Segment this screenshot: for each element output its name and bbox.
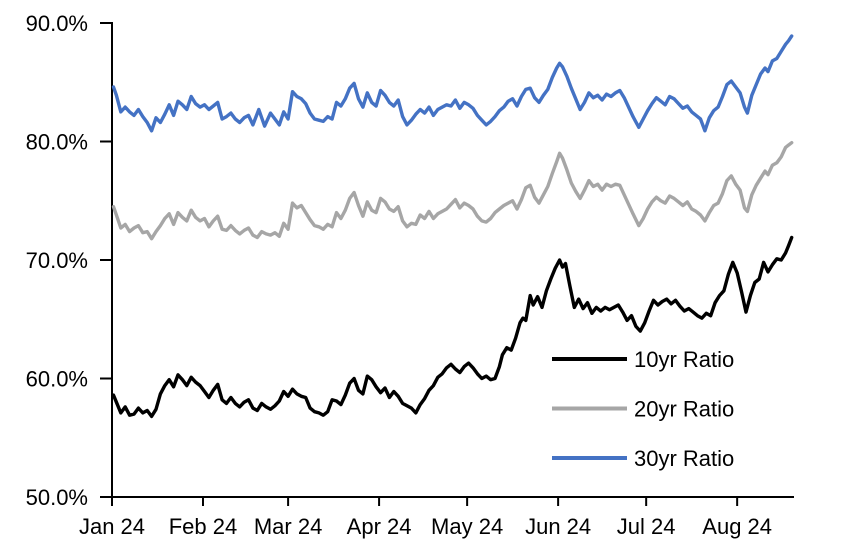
x-tick-label: May 24 [431, 514, 503, 539]
x-axis-ticks: Jan 24 Feb 24 Mar 24 Apr 24 May 24 Jun 24 Jul … [79, 497, 772, 539]
legend-label: 30yr Ratio [634, 446, 734, 471]
series-line-10yr-ratio [111, 235, 794, 419]
x-tick-label: Aug 24 [702, 514, 772, 539]
legend-label: 10yr Ratio [634, 347, 734, 372]
y-tick-label: 80.0% [26, 130, 88, 155]
y-tick-label: 70.0% [26, 248, 88, 273]
chart-legend: 10yr Ratio 20yr Ratio 30yr Ratio [552, 347, 734, 471]
x-tick-label: Feb 24 [169, 514, 238, 539]
legend-label: 20yr Ratio [634, 397, 734, 422]
legend-item-10yr-ratio: 10yr Ratio [552, 347, 734, 372]
x-tick-label: Apr 24 [347, 514, 412, 539]
legend-item-20yr-ratio: 20yr Ratio [552, 397, 734, 422]
axes [111, 22, 794, 498]
legend-item-30yr-ratio: 30yr Ratio [552, 446, 734, 471]
y-axis-ticks: 90.0% 80.0% 70.0% 60.0% 50.0% [26, 11, 112, 510]
y-tick-label: 50.0% [26, 485, 88, 510]
x-tick-label: Jul 24 [617, 514, 676, 539]
y-tick-label: 60.0% [26, 367, 88, 392]
x-tick-label: Jun 24 [525, 514, 591, 539]
series-line-30yr-ratio [111, 34, 794, 133]
x-tick-label: Jan 24 [79, 514, 145, 539]
x-tick-label: Mar 24 [254, 514, 322, 539]
series-lines [111, 34, 794, 419]
y-tick-label: 90.0% [26, 11, 88, 36]
series-line-20yr-ratio [111, 140, 794, 241]
